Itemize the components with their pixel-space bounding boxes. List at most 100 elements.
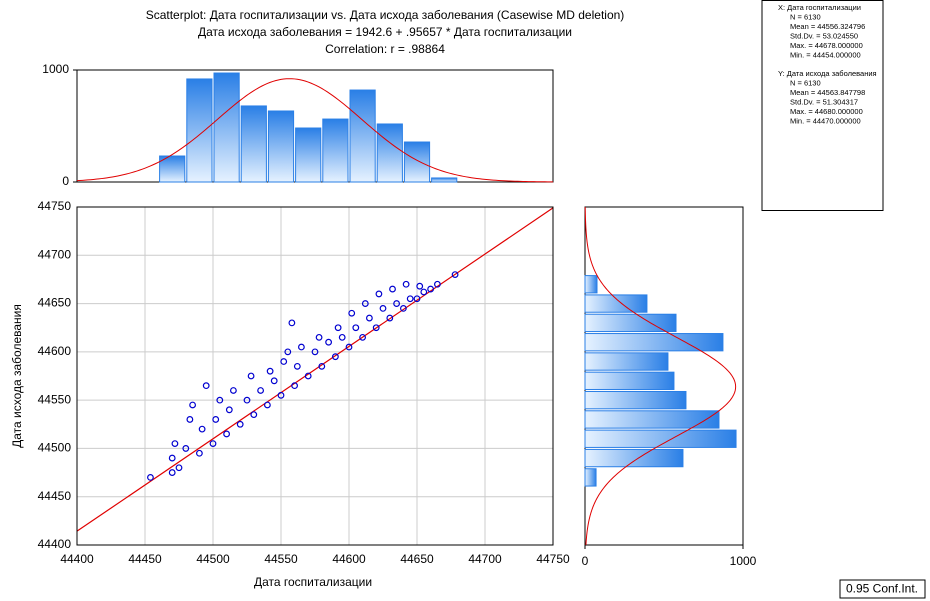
bar [240, 105, 267, 183]
plot-frame [76, 206, 554, 546]
point [311, 348, 319, 356]
point [345, 343, 353, 351]
bar [584, 429, 737, 448]
point [236, 420, 244, 428]
bar [376, 123, 403, 183]
x-tick-label: 44600 [332, 552, 366, 566]
x-tick-label: 44550 [264, 552, 298, 566]
point [266, 367, 274, 375]
conf-box [839, 579, 926, 599]
point [400, 305, 407, 312]
point [334, 324, 342, 332]
stats-line: Mean = 44563.847798 [790, 88, 865, 97]
bar [349, 89, 376, 183]
point [223, 430, 231, 438]
stats-line: Min. = 44454.000000 [790, 50, 861, 59]
point [352, 324, 360, 332]
x-tick-label: 44700 [468, 552, 502, 566]
x-tick-label: 44750 [536, 552, 570, 566]
point [375, 290, 383, 298]
point [372, 324, 380, 332]
point [338, 333, 346, 341]
point [189, 401, 197, 409]
y-tick-label: 44600 [38, 344, 72, 358]
point [270, 377, 278, 385]
x-axis-label: Дата госпитализации [254, 575, 372, 589]
point [277, 391, 285, 399]
y-tick-label: 44500 [38, 441, 72, 455]
point [293, 362, 301, 370]
annotation: Correlation: r = .98864 [325, 42, 445, 56]
point [264, 401, 271, 409]
point [402, 280, 410, 288]
stats-line: N = 6130 [790, 12, 821, 21]
point [304, 372, 312, 380]
point [171, 440, 179, 448]
point [389, 285, 396, 293]
stats-line: Min. = 44470.000000 [790, 116, 861, 125]
conf-label: 0.95 Conf.Int. [846, 582, 918, 596]
point [393, 300, 401, 307]
point [366, 314, 373, 322]
point [229, 387, 237, 394]
y-tick-label: 44550 [38, 392, 72, 406]
y-tick-label: 44700 [38, 247, 72, 261]
stats-line: Mean = 44556.324796 [790, 22, 865, 31]
plot-area [76, 206, 554, 546]
point [247, 372, 255, 380]
point [413, 295, 421, 303]
bar [295, 127, 322, 183]
y-tick-label: 44650 [38, 296, 72, 310]
bar [403, 141, 431, 183]
regression-line [76, 207, 554, 532]
bar [213, 72, 240, 183]
point [451, 271, 459, 279]
y-tick-label: 44400 [38, 537, 72, 551]
bar [431, 177, 458, 183]
bar [584, 294, 648, 313]
point [298, 343, 305, 351]
point [198, 425, 206, 433]
bar [584, 410, 720, 429]
point [250, 411, 258, 419]
x-tick-label: 0 [582, 554, 589, 568]
point [361, 300, 369, 307]
x-tick-label: 44500 [196, 552, 230, 566]
point [291, 382, 299, 390]
x-tick-label: 44650 [400, 552, 434, 566]
y-tick-label: 44450 [38, 489, 72, 503]
stats-line: N = 6130 [790, 78, 821, 87]
y-tick-label: 1000 [42, 62, 69, 76]
point [257, 387, 265, 394]
y-tick-label: 0 [62, 174, 69, 188]
point [406, 295, 414, 303]
bar [267, 110, 295, 183]
x-tick-label: 44450 [128, 552, 162, 566]
point [288, 319, 296, 327]
point [225, 406, 233, 414]
point [284, 348, 292, 356]
point [175, 464, 183, 472]
bar [186, 78, 213, 183]
point [386, 314, 394, 322]
point [420, 288, 428, 296]
stats-line: Std.Dv. = 53.024550 [790, 31, 858, 40]
point [315, 333, 323, 341]
chart-subtitle: Дата исхода заболевания = 1942.6 + .9565… [198, 25, 572, 39]
stats-line: Max. = 44678.000000 [790, 41, 863, 50]
point [212, 416, 220, 423]
point [359, 333, 367, 341]
chart-title: Scatterplot: Дата госпитализации vs. Дат… [146, 8, 625, 22]
y-axis-label: Дата исхода заболевания [10, 304, 24, 448]
bar [584, 448, 684, 468]
normal-curve [584, 206, 737, 546]
bar [584, 390, 687, 410]
stats-line: X: Дата госпитализации [778, 3, 861, 12]
stats-line: Std.Dv. = 51.304317 [790, 97, 858, 106]
bar [584, 275, 598, 294]
stats-line: Y: Дата исхода заболевания [778, 69, 877, 78]
point [427, 285, 435, 293]
bar [584, 371, 675, 390]
bar [322, 118, 349, 183]
